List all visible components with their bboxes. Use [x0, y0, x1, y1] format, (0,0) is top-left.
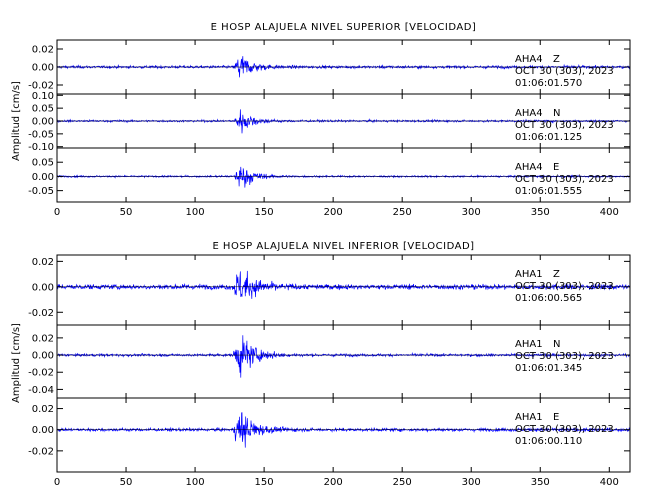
y-tick-label: 0.00 — [32, 172, 54, 183]
y-tick-label: -0.10 — [28, 142, 54, 153]
station-name: AHA1 — [515, 412, 543, 423]
y-tick-label: -0.02 — [28, 368, 54, 379]
x-tick-label: 300 — [462, 207, 481, 218]
x-tick-label: 350 — [531, 207, 550, 218]
y-tick-label: -0.02 — [28, 81, 54, 92]
station-name: AHA1 — [515, 339, 543, 350]
station-name: AHA1 — [515, 269, 543, 280]
x-tick-label: 50 — [120, 477, 133, 488]
station-date: OCT 30 (303), 2023 — [515, 174, 614, 185]
station-component: N — [553, 108, 560, 119]
station-date: OCT 30 (303), 2023 — [515, 424, 614, 435]
chart-title: E HOSP ALAJUELA NIVEL SUPERIOR [VELOCIDA… — [211, 22, 477, 33]
x-tick-label: 150 — [255, 477, 274, 488]
station-component: E — [553, 162, 559, 173]
x-tick-label: 250 — [393, 207, 412, 218]
station-component: N — [553, 339, 560, 350]
y-tick-label: 0.02 — [32, 333, 54, 344]
y-tick-label: 0.00 — [32, 425, 54, 436]
station-component: Z — [553, 54, 560, 65]
x-tick-label: 400 — [600, 207, 619, 218]
y-tick-label: 0.05 — [32, 104, 54, 115]
station-name: AHA4 — [515, 54, 543, 65]
x-tick-label: 250 — [393, 477, 412, 488]
y-tick-label: 0.00 — [32, 63, 54, 74]
x-tick-label: 0 — [54, 207, 60, 218]
x-tick-label: 100 — [186, 477, 205, 488]
y-tick-label: -0.05 — [28, 186, 54, 197]
x-tick-label: 0 — [54, 477, 60, 488]
station-name: AHA4 — [515, 162, 543, 173]
x-tick-label: 150 — [255, 207, 274, 218]
y-tick-label: 0.00 — [32, 117, 54, 128]
x-tick-label: 200 — [324, 207, 343, 218]
chart-group-2: E HOSP ALAJUELA NIVEL INFERIOR [VELOCIDA… — [11, 241, 631, 488]
station-date: OCT 30 (303), 2023 — [515, 351, 614, 362]
station-date: OCT 30 (303), 2023 — [515, 281, 614, 292]
station-date: OCT 30 (303), 2023 — [515, 66, 614, 77]
station-time: 01:06:01.125 — [515, 132, 582, 143]
station-time: 01:06:00.110 — [515, 436, 582, 447]
y-tick-label: -0.04 — [28, 385, 54, 396]
x-tick-label: 400 — [600, 477, 619, 488]
station-time: 01:06:01.345 — [515, 363, 582, 374]
x-tick-label: 300 — [462, 477, 481, 488]
y-tick-label: 0.02 — [32, 257, 54, 268]
x-tick-label: 50 — [120, 207, 133, 218]
station-component: E — [553, 412, 559, 423]
x-tick-label: 350 — [531, 477, 550, 488]
y-tick-label: 0.02 — [32, 45, 54, 56]
y-tick-label: 0.05 — [32, 158, 54, 169]
y-tick-label: -0.05 — [28, 129, 54, 140]
chart-group-1: E HOSP ALAJUELA NIVEL SUPERIOR [VELOCIDA… — [11, 22, 631, 218]
panel-frame — [56, 147, 631, 203]
station-name: AHA4 — [515, 108, 543, 119]
chart-title: E HOSP ALAJUELA NIVEL INFERIOR [VELOCIDA… — [212, 241, 474, 252]
station-time: 01:06:00.565 — [515, 293, 582, 304]
station-time: 01:06:01.555 — [515, 186, 582, 197]
y-tick-label: 0.10 — [32, 91, 54, 102]
x-tick-label: 200 — [324, 477, 343, 488]
y-tick-label: 0.00 — [32, 351, 54, 362]
y-tick-label: 0.02 — [32, 404, 54, 415]
station-time: 01:06:01.570 — [515, 78, 582, 89]
y-axis-label: Amplitud [cm/s] — [11, 81, 22, 161]
station-date: OCT 30 (303), 2023 — [515, 120, 614, 131]
station-component: Z — [553, 269, 560, 280]
y-tick-label: -0.02 — [28, 308, 54, 319]
y-axis-label: Amplitud [cm/s] — [11, 323, 22, 403]
y-tick-label: 0.00 — [32, 282, 54, 293]
panel-frame — [56, 397, 631, 473]
x-tick-label: 100 — [186, 207, 205, 218]
y-tick-label: -0.02 — [28, 446, 54, 457]
